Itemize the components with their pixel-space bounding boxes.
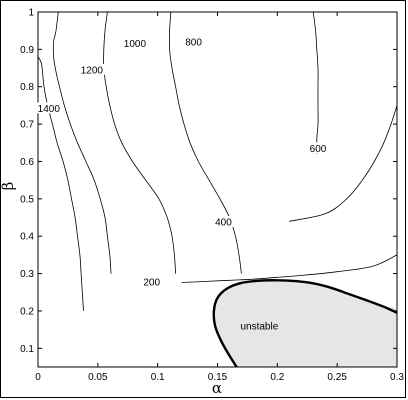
unstable-region-boundary <box>212 279 397 367</box>
x-tick-label: 0.15 <box>208 372 228 383</box>
x-tick-label: 0.25 <box>327 372 347 383</box>
contour-label-200: 200 <box>143 277 160 288</box>
contour-line-1000 <box>103 12 176 274</box>
unstable-region-label: unstable <box>240 321 278 332</box>
contour-label-1400: 1400 <box>38 104 61 115</box>
y-tick-label: 0.7 <box>20 120 34 131</box>
y-tick-label: 0.8 <box>20 82 34 93</box>
contour-label-bg <box>35 102 62 114</box>
x-tick-label: 0.3 <box>390 372 404 383</box>
contour-label-bg <box>308 142 329 154</box>
y-tick-label: 0.4 <box>20 232 34 243</box>
contour-line-400 <box>289 105 397 222</box>
labels-layer: 1400 1200 1000 800 600 400 200 unstable <box>35 35 329 332</box>
contour-line-600 <box>312 12 319 155</box>
contour-lines-layer <box>38 12 397 311</box>
x-tick-label: 0.1 <box>151 372 165 383</box>
y-tick-label: 0.5 <box>20 194 34 205</box>
contour-line-200 <box>181 254 397 283</box>
contour-label-bg <box>213 216 234 228</box>
unstable-region-layer <box>212 279 397 367</box>
y-tick-label: 0.9 <box>20 45 34 56</box>
contour-label-bg <box>141 275 162 287</box>
contour-label-1200: 1200 <box>81 65 104 76</box>
x-tick-label: 0.2 <box>270 372 284 383</box>
contour-label-bg <box>183 35 204 47</box>
contour-line-1400 <box>38 56 84 311</box>
y-tick-label: 0.6 <box>20 157 34 168</box>
x-axis-label: α <box>212 379 222 397</box>
x-tick-label: 0 <box>35 372 41 383</box>
y-tick-label: 0.2 <box>20 306 34 317</box>
y-tick-label: 0.3 <box>20 269 34 280</box>
contour-line-800 <box>168 12 242 274</box>
contour-label-600: 600 <box>310 144 327 155</box>
unstable-region-fill <box>213 280 397 367</box>
y-tick-label: 1 <box>28 8 34 19</box>
x-tick-label: 0.05 <box>88 372 108 383</box>
contour-label-bg <box>121 37 148 49</box>
contour-line-1200 <box>52 12 112 274</box>
axis-ticks: 0 0.05 0.1 0.15 0.2 0.25 0.3 0.1 0.2 0.3 0.4 0.5 0.6… <box>20 8 404 384</box>
y-axis-label: β <box>0 182 17 191</box>
contour-label-1000: 1000 <box>124 39 147 50</box>
contour-label-800: 800 <box>185 37 202 48</box>
contour-label-400: 400 <box>215 218 232 229</box>
contour-label-bg <box>78 63 105 75</box>
y-tick-label: 0.1 <box>20 344 34 355</box>
